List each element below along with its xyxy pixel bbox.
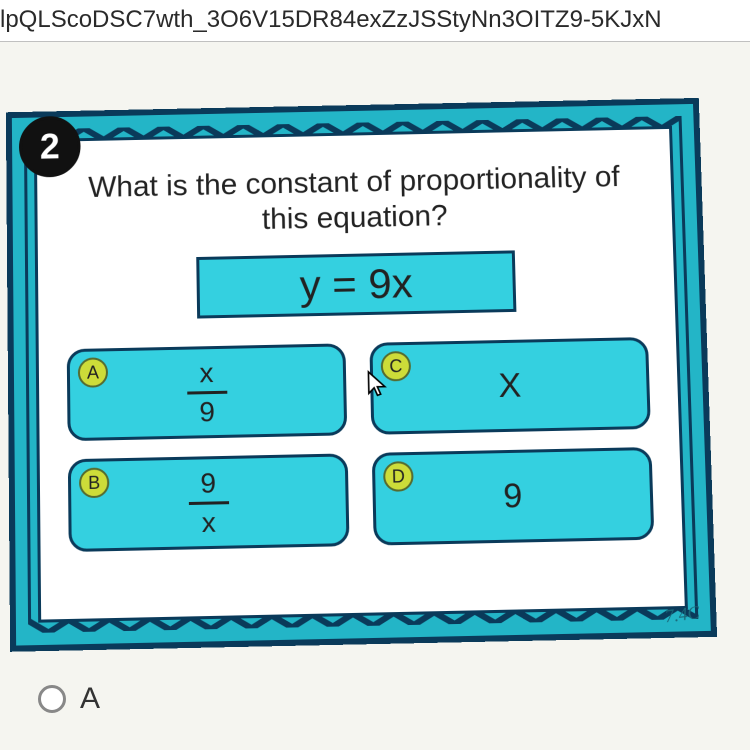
answer-fraction: x 9 (186, 358, 227, 426)
question-card: 2 What is the constant of proportionalit… (6, 98, 717, 652)
radio-icon[interactable] (38, 685, 66, 713)
answer-grid: A x 9 C X B 9 (67, 337, 655, 552)
fraction-top: x (199, 359, 213, 387)
fraction-bottom: x (202, 508, 217, 537)
answer-option-d[interactable]: D 9 (372, 447, 655, 546)
fraction-bar (188, 501, 228, 505)
answer-letter: C (381, 351, 412, 382)
answer-option-c[interactable]: C X (369, 337, 651, 435)
card-inner: 2 What is the constant of proportionalit… (34, 126, 688, 623)
form-option-a[interactable]: A (38, 682, 100, 716)
url-bar[interactable]: lpQLScoDSC7wth_3O6V15DR84exZzJSStyNn3OIT… (0, 0, 750, 42)
answer-letter: B (79, 467, 109, 498)
fraction-top: 9 (200, 469, 216, 498)
watermark-text: 7.4C (664, 602, 701, 628)
url-text: lpQLScoDSC7wth_3O6V15DR84exZzJSStyNn3OIT… (0, 6, 662, 33)
radio-label: A (80, 682, 100, 716)
fraction-bar (187, 390, 227, 394)
answer-letter: D (383, 461, 414, 492)
answer-option-a[interactable]: A x 9 (67, 343, 348, 441)
fraction-bottom: 9 (199, 397, 215, 425)
page-background: 2 What is the constant of proportionalit… (0, 42, 750, 750)
question-number-badge: 2 (19, 116, 81, 178)
question-text: What is the constant of proportionality … (65, 159, 645, 242)
answer-text: 9 (503, 476, 523, 516)
answer-text: X (498, 366, 522, 405)
answer-option-b[interactable]: B 9 x (68, 453, 350, 552)
answer-letter: A (78, 357, 108, 388)
answer-fraction: 9 x (188, 468, 229, 536)
question-number: 2 (40, 126, 60, 168)
equation-box: y = 9x (196, 250, 516, 318)
equation-text: y = 9x (299, 259, 413, 308)
